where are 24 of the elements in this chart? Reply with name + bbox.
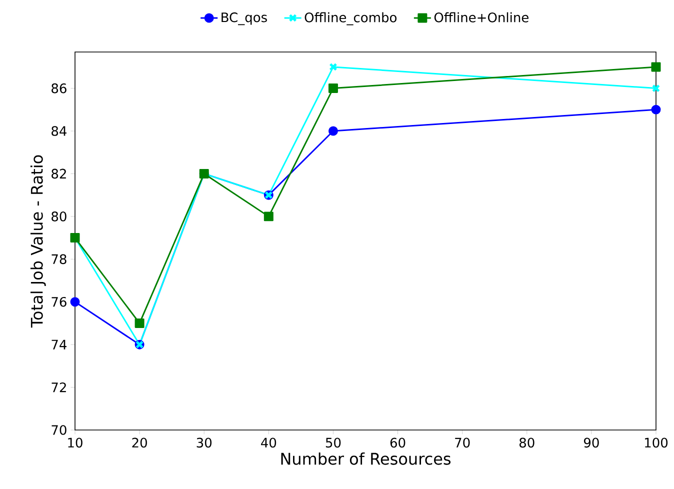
y-axis-title: Total Job Value - Ratio xyxy=(30,155,46,328)
y-tick-label: 72 xyxy=(52,382,66,392)
y-tick-label: 84 xyxy=(52,126,66,136)
y-tick-label: 78 xyxy=(52,254,66,264)
x-tick-label: 50 xyxy=(326,438,341,448)
y-tick-label: 82 xyxy=(52,168,66,179)
legend-label: Offline+Online xyxy=(434,12,528,22)
x-tick-label: 60 xyxy=(390,438,406,448)
x-axis-title: Number of Resources xyxy=(281,452,451,465)
x-tick-label: 100 xyxy=(645,438,668,448)
y-tick-label: 74 xyxy=(52,340,66,350)
y-tick-label: 76 xyxy=(52,296,66,307)
x-tick-label: 10 xyxy=(68,438,82,448)
legend-label: BC_qos xyxy=(222,12,267,26)
y-tick-label: 70 xyxy=(52,425,66,435)
x-tick-label: 40 xyxy=(261,438,276,448)
x-tick-label: 70 xyxy=(455,438,470,448)
x-tick-label: 30 xyxy=(196,438,212,448)
x-tick-label: 80 xyxy=(519,438,534,448)
x-tick-label: 90 xyxy=(584,438,599,448)
y-tick-label: 80 xyxy=(52,212,66,222)
legend-label: Offline_combo xyxy=(304,12,396,26)
x-tick-label: 20 xyxy=(132,438,147,448)
y-tick-label: 86 xyxy=(52,83,66,94)
